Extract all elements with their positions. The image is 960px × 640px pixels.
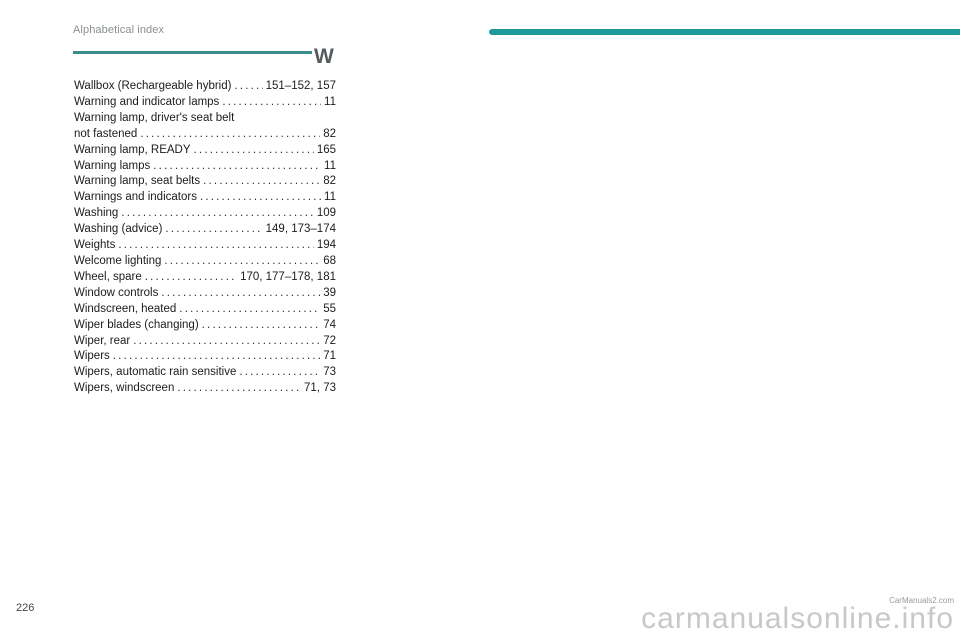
- watermark-small: CarManuals2.com: [889, 596, 954, 605]
- leader-dots: [222, 95, 321, 111]
- index-entry: Wipers, windscreen 71, 73: [74, 381, 336, 397]
- entry-label: Washing (advice): [74, 223, 163, 236]
- leader-dots: [153, 159, 321, 175]
- entry-label: Wiper blades (changing): [74, 318, 199, 331]
- leader-dots: [145, 270, 237, 286]
- entry-pages: 170, 177–178, 181: [240, 270, 336, 283]
- entry-pages: 11: [324, 159, 336, 172]
- entry-pages: 72: [323, 334, 336, 347]
- entry-label: Warning lamp, driver's seat belt: [74, 111, 235, 124]
- entry-pages: 73: [323, 366, 336, 379]
- leader-dots: [113, 349, 320, 365]
- entry-label: Wheel, spare: [74, 270, 142, 283]
- entry-label: Wipers, automatic rain sensitive: [74, 366, 237, 379]
- entry-pages: 11: [324, 191, 336, 204]
- entry-label: Warning lamps: [74, 159, 151, 172]
- index-entry: Wiper blades (changing) 74: [74, 318, 336, 334]
- index-entry: Wipers, automatic rain sensitive 73: [74, 365, 336, 381]
- index-entry: Warning lamp, seat belts 82: [74, 174, 336, 190]
- entry-label: Warning lamp, seat belts: [74, 175, 201, 188]
- leader-dots: [203, 174, 320, 190]
- leader-dots: [202, 318, 321, 334]
- entry-label: Warnings and indicators: [74, 191, 197, 204]
- leader-dots: [140, 127, 320, 143]
- leader-dots: [194, 143, 314, 159]
- entry-label: Wipers: [74, 350, 110, 363]
- entry-label: Washing: [74, 207, 119, 220]
- index-entry: Weights 194: [74, 238, 336, 254]
- entry-label: Window controls: [74, 286, 159, 299]
- entry-pages: 82: [323, 175, 336, 188]
- page-number: 226: [16, 602, 35, 614]
- index-entry: Washing (advice) 149, 173–174: [74, 222, 336, 238]
- leader-dots: [179, 302, 320, 318]
- entry-pages: 68: [323, 254, 336, 267]
- leader-dots: [200, 190, 321, 206]
- entry-pages: 194: [316, 239, 336, 252]
- index-entry: not fastened 82: [74, 127, 336, 143]
- index-entry: Warnings and indicators 11: [74, 190, 336, 206]
- index-entry-list: Wallbox (Rechargeable hybrid) 151–152, 15…: [74, 79, 336, 397]
- entry-pages: 82: [323, 127, 336, 140]
- entry-pages: 165: [316, 143, 336, 156]
- header-accent-bar: [489, 29, 960, 35]
- leader-dots: [164, 254, 320, 270]
- leader-dots: [234, 79, 262, 95]
- section-divider: [73, 51, 312, 54]
- index-entry: Wallbox (Rechargeable hybrid) 151–152, 15…: [74, 79, 336, 95]
- watermark: carmanualsonline.info: [641, 602, 954, 635]
- entry-pages: 55: [323, 302, 336, 315]
- index-entry: Warning lamps 11: [74, 159, 336, 175]
- entry-label: Warning lamp, READY: [74, 143, 191, 156]
- entry-label: Wiper, rear: [74, 334, 131, 347]
- index-entry: Welcome lighting 68: [74, 254, 336, 270]
- index-entry: Window controls 39: [74, 286, 336, 302]
- entry-pages: 71, 73: [304, 382, 336, 395]
- index-entry: Windscreen, heated 55: [74, 302, 336, 318]
- entry-label: Windscreen, heated: [74, 302, 177, 315]
- entry-pages: 39: [323, 286, 336, 299]
- leader-dots: [239, 365, 320, 381]
- entry-pages: 151–152, 157: [265, 80, 336, 92]
- leader-dots: [161, 286, 320, 302]
- leader-dots: [165, 222, 262, 238]
- entry-label: Weights: [74, 239, 116, 252]
- entry-label: Warning and indicator lamps: [74, 95, 220, 108]
- entry-pages: 149, 173–174: [265, 223, 336, 236]
- entry-label: Wallbox (Rechargeable hybrid): [74, 80, 232, 92]
- index-entry: Warning and indicator lamps 11: [74, 95, 336, 111]
- entry-label: not fastened: [74, 127, 138, 140]
- entry-pages: 109: [316, 207, 336, 220]
- leader-dots: [118, 238, 313, 254]
- entry-pages: 11: [324, 95, 336, 108]
- entry-pages: 74: [323, 318, 336, 331]
- index-entry: Wheel, spare 170, 177–178, 181: [74, 270, 336, 286]
- leader-dots: [133, 334, 320, 350]
- leader-dots: [177, 381, 301, 397]
- index-entry: Washing 109: [74, 206, 336, 222]
- entry-label: Welcome lighting: [74, 254, 162, 267]
- entry-pages: 71: [323, 350, 336, 363]
- index-entry: Warning lamp, READY 165: [74, 143, 336, 159]
- index-entry: Warning lamp, driver's seat belt: [74, 111, 336, 127]
- page-header-title: Alphabetical index: [73, 24, 165, 36]
- index-entry: Wiper, rear 72: [74, 334, 336, 350]
- leader-dots: [121, 206, 313, 222]
- entry-label: Wipers, windscreen: [74, 382, 175, 395]
- section-letter: W: [314, 45, 334, 68]
- index-entry: Wipers 71: [74, 349, 336, 365]
